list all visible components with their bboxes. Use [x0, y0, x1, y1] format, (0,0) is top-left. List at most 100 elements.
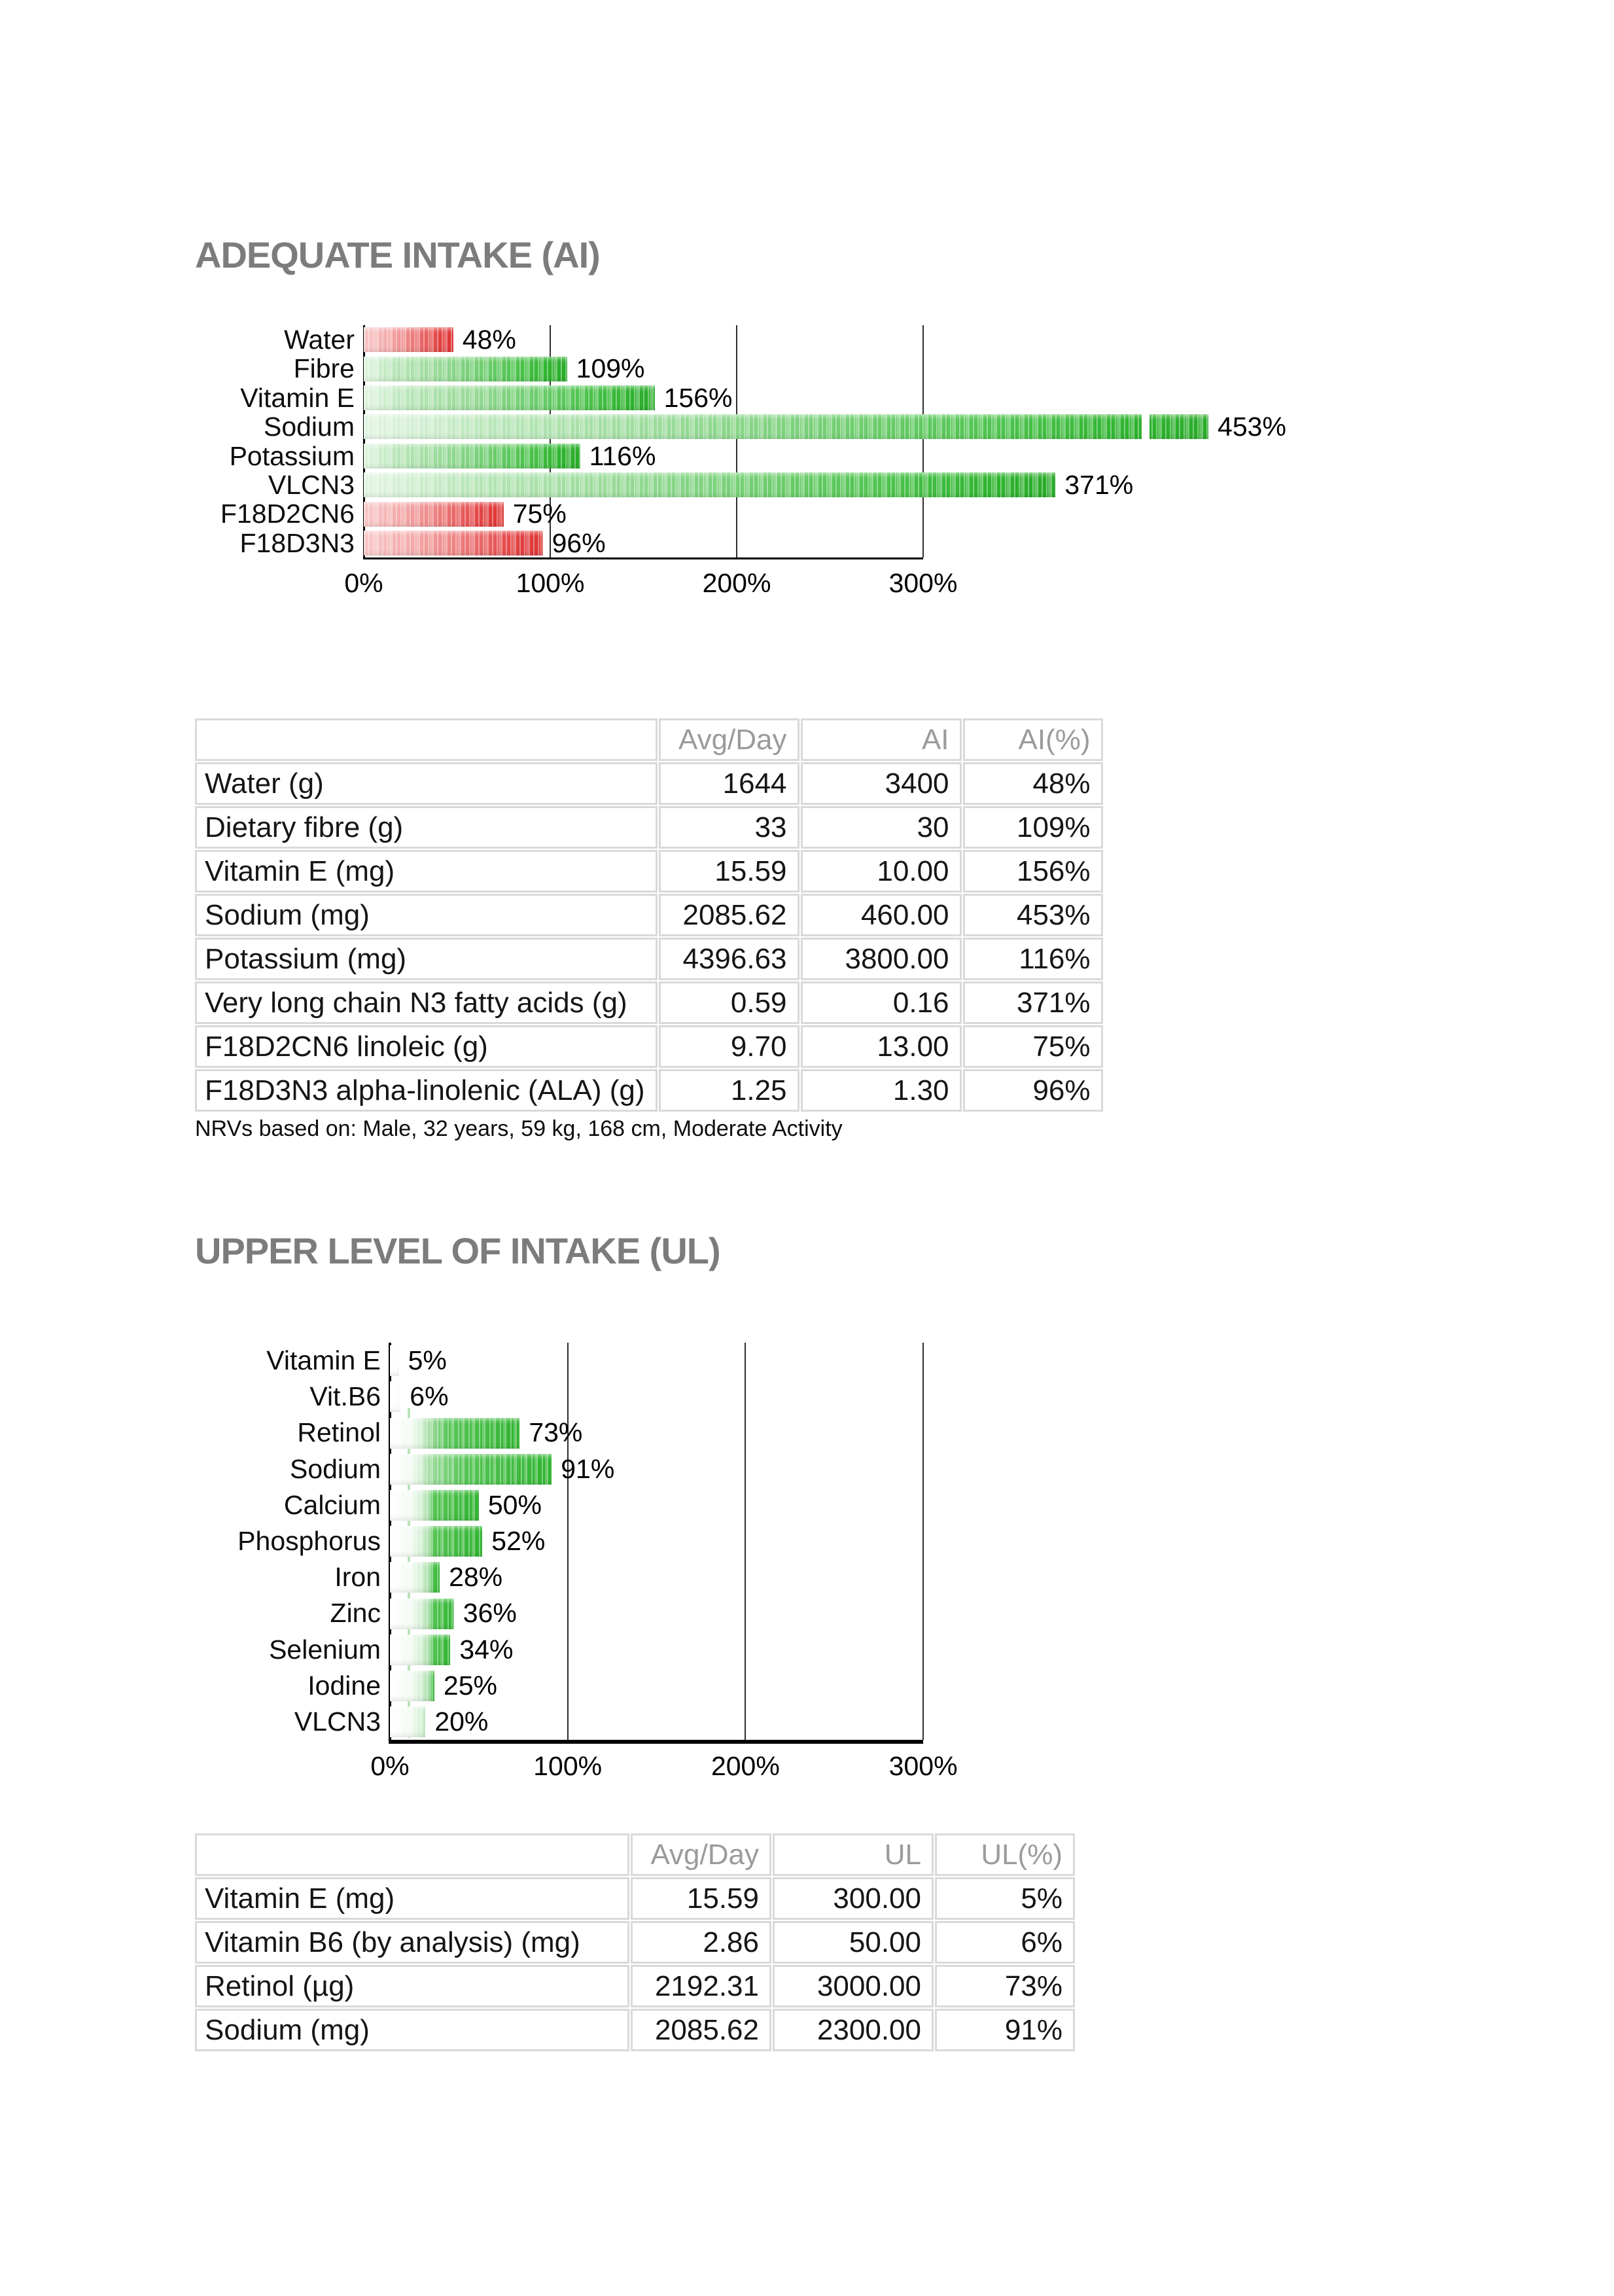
bar-vit-b6	[390, 1381, 401, 1413]
row-label: Vitamin E (mg)	[195, 850, 658, 892]
bar-iodine	[390, 1670, 434, 1701]
x-tick-label-200%: 200%	[702, 568, 771, 598]
cell-ai: 96%	[962, 1069, 1103, 1112]
cell-ai: 10.00	[800, 850, 962, 892]
cell-avg-day: 33	[658, 806, 799, 849]
cell-ai: 13.00	[800, 1025, 962, 1068]
category-label-iron: Iron	[334, 1562, 381, 1593]
bar-vlcn3	[390, 1706, 426, 1738]
section-title-upper-level: UPPER LEVEL OF INTAKE (UL)	[195, 1230, 721, 1271]
row-label: Vitamin E (mg)	[195, 1877, 629, 1920]
category-label-fibre: Fibre	[293, 353, 355, 384]
x-tick-label-300%: 300%	[888, 1751, 958, 1781]
category-label-retinol: Retinol	[297, 1417, 381, 1448]
table-header-row: Avg/Day UL UL(%)	[195, 1833, 1075, 1876]
value-label-sodium: 91%	[561, 1453, 615, 1484]
bar-calcium	[390, 1489, 479, 1521]
row-label: Vitamin B6 (by analysis) (mg)	[195, 1921, 629, 1964]
cell-avg-day: 1.25	[658, 1069, 799, 1112]
table-row-sodium-mg: Sodium (mg) 2085.62 2300.00 91%	[195, 2009, 1075, 2051]
table-upper-level: Avg/Day UL UL(%) Vitamin E (mg) 15.59 300.00 5…	[194, 1832, 1076, 2053]
value-label-iodine: 25%	[443, 1670, 497, 1701]
cell-ai: 75%	[962, 1025, 1103, 1068]
cell-ai: 3800.00	[800, 938, 962, 980]
cell-avg-day: 0.59	[658, 981, 799, 1024]
x-tick-label-100%: 100%	[516, 568, 585, 598]
row-label: Potassium (mg)	[195, 938, 658, 980]
bar-sodium	[390, 1453, 552, 1485]
category-label-selenium: Selenium	[269, 1634, 381, 1665]
value-label-zinc: 36%	[463, 1598, 517, 1629]
x-tick-label-300%: 300%	[888, 568, 958, 598]
table-row-very-long-chain-n3-fatty-acids-g: Very long chain N3 fatty acids (g) 0.59 0.…	[195, 981, 1103, 1024]
bar-fibre	[364, 356, 567, 381]
bar-phosphorus	[390, 1526, 483, 1557]
bar-water	[364, 327, 453, 353]
row-label: F18D3N3 alpha-linolenic (ALA) (g)	[195, 1069, 658, 1112]
value-label-selenium: 34%	[459, 1634, 514, 1665]
value-label-f18d3n3: 96%	[552, 527, 606, 558]
cell-avg-day: 9.70	[658, 1025, 799, 1068]
cell-ai: 371%	[962, 981, 1103, 1024]
row-label: Water (g)	[195, 762, 658, 805]
cell-avg-day: 2085.62	[631, 2009, 771, 2051]
value-label-vlcn3: 20%	[434, 1706, 489, 1737]
table-row-f18d2cn6-linoleic-g: F18D2CN6 linoleic (g) 9.70 13.00 75%	[195, 1025, 1103, 1068]
header-cell-avg-day: Avg/Day	[658, 718, 799, 761]
category-label-vitamin-e: Vitamin E	[240, 382, 355, 413]
header-cell-ul: UL	[773, 1833, 934, 1876]
header-cell-blank	[195, 1833, 629, 1876]
category-label-vlcn3: VLCN3	[294, 1706, 381, 1737]
header-cell-blank	[195, 718, 658, 761]
row-label: Very long chain N3 fatty acids (g)	[195, 981, 658, 1024]
bar-texture-artifact-line	[408, 1408, 410, 1738]
bar-potassium	[364, 443, 580, 468]
cell-ai: 453%	[962, 894, 1103, 936]
table-adequate-intake: Avg/Day AI AI(%) Water (g) 1644 3400 48% Dietar…	[194, 717, 1104, 1113]
x-tick-label-100%: 100%	[533, 1751, 603, 1781]
category-label-water: Water	[284, 325, 355, 355]
cell-ul: 91%	[935, 2009, 1075, 2051]
gridline-300%	[922, 1343, 924, 1740]
value-label-retinol: 73%	[529, 1417, 583, 1448]
cell-ul: 50.00	[773, 1921, 934, 1964]
cell-ai: 156%	[962, 850, 1103, 892]
row-label: Dietary fibre (g)	[195, 806, 658, 849]
cell-ul: 2300.00	[773, 2009, 934, 2051]
value-label-vlcn3: 371%	[1064, 470, 1134, 500]
y-axis-line	[389, 1343, 391, 1740]
bar-sodium	[364, 413, 1209, 441]
cell-avg-day: 2.86	[631, 1921, 771, 1964]
value-label-calcium: 50%	[487, 1489, 542, 1520]
gridline-100%	[567, 1343, 569, 1740]
cell-ul: 300.00	[773, 1877, 934, 1920]
table-row-sodium-mg: Sodium (mg) 2085.62 460.00 453%	[195, 894, 1103, 936]
table-row-vitamin-e-mg: Vitamin E (mg) 15.59 10.00 156%	[195, 850, 1103, 892]
value-label-water: 48%	[462, 325, 516, 355]
gridline-200%	[745, 1343, 746, 1740]
cell-avg-day: 2085.62	[658, 894, 799, 936]
gridline-200%	[736, 325, 737, 558]
table-row-f18d3n3-alpha-linolenic-ala-g: F18D3N3 alpha-linolenic (ALA) (g) 1.25 1.3…	[195, 1069, 1103, 1112]
cell-avg-day: 2192.31	[631, 1965, 771, 2007]
table-row-vitamin-e-mg: Vitamin E (mg) 15.59 300.00 5%	[195, 1877, 1075, 1920]
bar-axis-break-marker	[1142, 413, 1150, 441]
bar-retinol	[390, 1417, 520, 1449]
table-row-retinol-g: Retinol (µg) 2192.31 3000.00 73%	[195, 1965, 1075, 2007]
category-label-f18d3n3: F18D3N3	[239, 527, 355, 558]
row-label: F18D2CN6 linoleic (g)	[195, 1025, 658, 1068]
gridline-300%	[922, 325, 924, 558]
table-row-dietary-fibre-g: Dietary fibre (g) 33 30 109%	[195, 806, 1103, 849]
category-label-vlcn3: VLCN3	[268, 470, 355, 500]
value-label-phosphorus: 52%	[491, 1526, 546, 1556]
header-cell-ul: UL(%)	[935, 1833, 1075, 1876]
bar-iron	[390, 1562, 440, 1593]
category-label-iodine: Iodine	[307, 1670, 381, 1701]
cell-ai: 30	[800, 806, 962, 849]
category-label-zinc: Zinc	[330, 1598, 381, 1629]
cell-avg-day: 4396.63	[658, 938, 799, 980]
nrv-note: NRVs based on: Male, 32 years, 59 kg, 16…	[195, 1116, 843, 1141]
cell-avg-day: 1644	[658, 762, 799, 805]
header-cell-avg-day: Avg/Day	[631, 1833, 771, 1876]
cell-ai: 3400	[800, 762, 962, 805]
